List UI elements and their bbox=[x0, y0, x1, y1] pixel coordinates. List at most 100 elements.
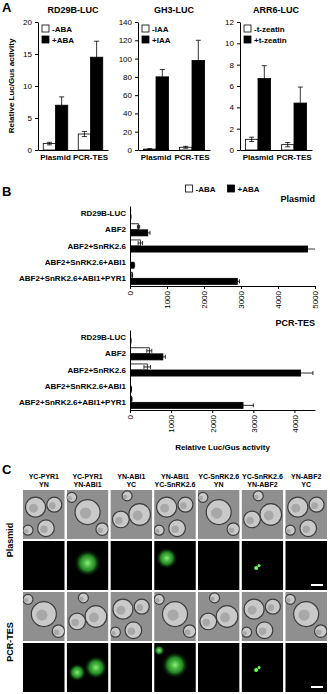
tick: 3000 bbox=[237, 286, 246, 309]
error-bar bbox=[233, 403, 254, 407]
tick-mark bbox=[237, 43, 240, 44]
tick: 0 bbox=[126, 286, 135, 295]
legend-label: +ABA bbox=[52, 36, 74, 45]
tick: 6 bbox=[230, 82, 240, 91]
tick-label: ABF2+SnRK2.6+ABI1 bbox=[45, 258, 127, 267]
fluorescent-spot bbox=[254, 668, 258, 672]
tick-label: 10 bbox=[23, 82, 32, 91]
cell bbox=[265, 599, 280, 614]
cell-texture bbox=[155, 529, 160, 534]
micrograph-fluorescence bbox=[154, 541, 196, 590]
legend-swatch bbox=[185, 185, 192, 192]
error-bar bbox=[137, 225, 139, 229]
bar bbox=[130, 348, 149, 354]
micrograph-fluorescence bbox=[242, 541, 284, 590]
cell-texture bbox=[267, 604, 274, 611]
cell-texture bbox=[49, 502, 56, 509]
legend-label: -ABA bbox=[52, 25, 72, 34]
cell bbox=[96, 523, 109, 536]
tick: 80 bbox=[123, 73, 138, 82]
legend-item: +ABA bbox=[227, 185, 259, 194]
tick-label: 80 bbox=[123, 73, 132, 82]
cell bbox=[288, 497, 308, 517]
cell bbox=[78, 593, 88, 603]
micrograph-brightfield bbox=[23, 490, 65, 539]
y-axis: 020406080100120140 bbox=[119, 18, 139, 155]
cell-texture bbox=[203, 619, 211, 627]
cell bbox=[206, 500, 231, 525]
cell bbox=[285, 594, 295, 604]
cell bbox=[69, 613, 86, 630]
cell bbox=[110, 627, 120, 637]
cell-texture bbox=[54, 629, 60, 635]
tick-mark bbox=[237, 129, 240, 130]
error-bar bbox=[131, 273, 133, 277]
plot-area bbox=[245, 66, 306, 150]
image-background bbox=[110, 643, 152, 692]
tick-label: RD29B-LUC bbox=[81, 209, 127, 218]
tick-label: Plasmid bbox=[40, 153, 71, 162]
cell-texture bbox=[111, 631, 116, 636]
image-background bbox=[110, 541, 152, 590]
cell bbox=[157, 497, 177, 517]
fluorescent-spot bbox=[258, 564, 261, 567]
tick: 3000 bbox=[250, 410, 259, 433]
cell-texture bbox=[286, 529, 291, 534]
error-bar bbox=[94, 41, 99, 73]
x-axis: PlasmidPCR-TES bbox=[139, 151, 211, 162]
tick-mark bbox=[135, 77, 138, 78]
cell bbox=[256, 622, 273, 639]
plot-area bbox=[130, 208, 315, 285]
tick: PCR-TES bbox=[73, 153, 109, 162]
chart-title: Plasmid bbox=[280, 194, 315, 204]
tick-mark bbox=[237, 65, 240, 66]
micrograph-fluorescence bbox=[23, 643, 65, 692]
tick-label: PCR-TES bbox=[73, 153, 109, 162]
tick: 5 bbox=[28, 114, 38, 123]
fluorescent-cell bbox=[154, 645, 165, 656]
tick: 60 bbox=[123, 91, 138, 100]
cell-texture bbox=[116, 606, 125, 615]
image-background bbox=[67, 541, 109, 590]
tick-label: 2000 bbox=[200, 290, 209, 308]
legend-label: +IAA bbox=[152, 36, 171, 45]
legend-label: -ABA bbox=[195, 185, 215, 194]
micrograph-fluorescence bbox=[110, 643, 152, 692]
cell bbox=[244, 511, 261, 528]
micrograph-fluorescence bbox=[285, 541, 327, 590]
cell-texture bbox=[24, 598, 29, 603]
axis-line bbox=[130, 207, 131, 287]
tick: 2000 bbox=[209, 410, 218, 433]
tick-label: 1000 bbox=[163, 290, 172, 308]
cell bbox=[198, 492, 208, 502]
tick-label: 0 bbox=[126, 414, 135, 419]
image-background bbox=[154, 592, 196, 641]
axis-line bbox=[139, 150, 211, 151]
cell-texture bbox=[115, 517, 123, 525]
cell bbox=[309, 497, 324, 512]
tick-label: PCR-TES bbox=[276, 153, 312, 162]
image-background bbox=[154, 490, 196, 539]
tick: 0 bbox=[126, 410, 135, 419]
tick: 0 bbox=[28, 146, 38, 155]
tick-label: ABF2+SnRK2.6 bbox=[68, 366, 127, 375]
cell-texture bbox=[242, 631, 247, 636]
tick: ABF2+SnRK2.6+ABI1 bbox=[45, 382, 127, 391]
tick-label: 2 bbox=[230, 125, 235, 134]
bar bbox=[143, 149, 156, 150]
tick: ABF2+SnRK2.6+ABI1+PYR1 bbox=[19, 398, 126, 407]
cell bbox=[253, 491, 263, 501]
cell-texture bbox=[199, 496, 204, 501]
tick-mark bbox=[35, 118, 38, 119]
image-background bbox=[23, 592, 65, 641]
tick: 0 bbox=[230, 146, 240, 155]
error-bar bbox=[288, 371, 313, 375]
error-bar bbox=[147, 148, 152, 150]
cell-texture bbox=[220, 613, 230, 623]
tick: 120 bbox=[119, 36, 138, 45]
image-background bbox=[154, 541, 196, 590]
tick-label: 60 bbox=[123, 91, 132, 100]
image-background bbox=[198, 490, 240, 539]
legend-swatch bbox=[42, 36, 49, 43]
cell-texture bbox=[259, 627, 267, 635]
